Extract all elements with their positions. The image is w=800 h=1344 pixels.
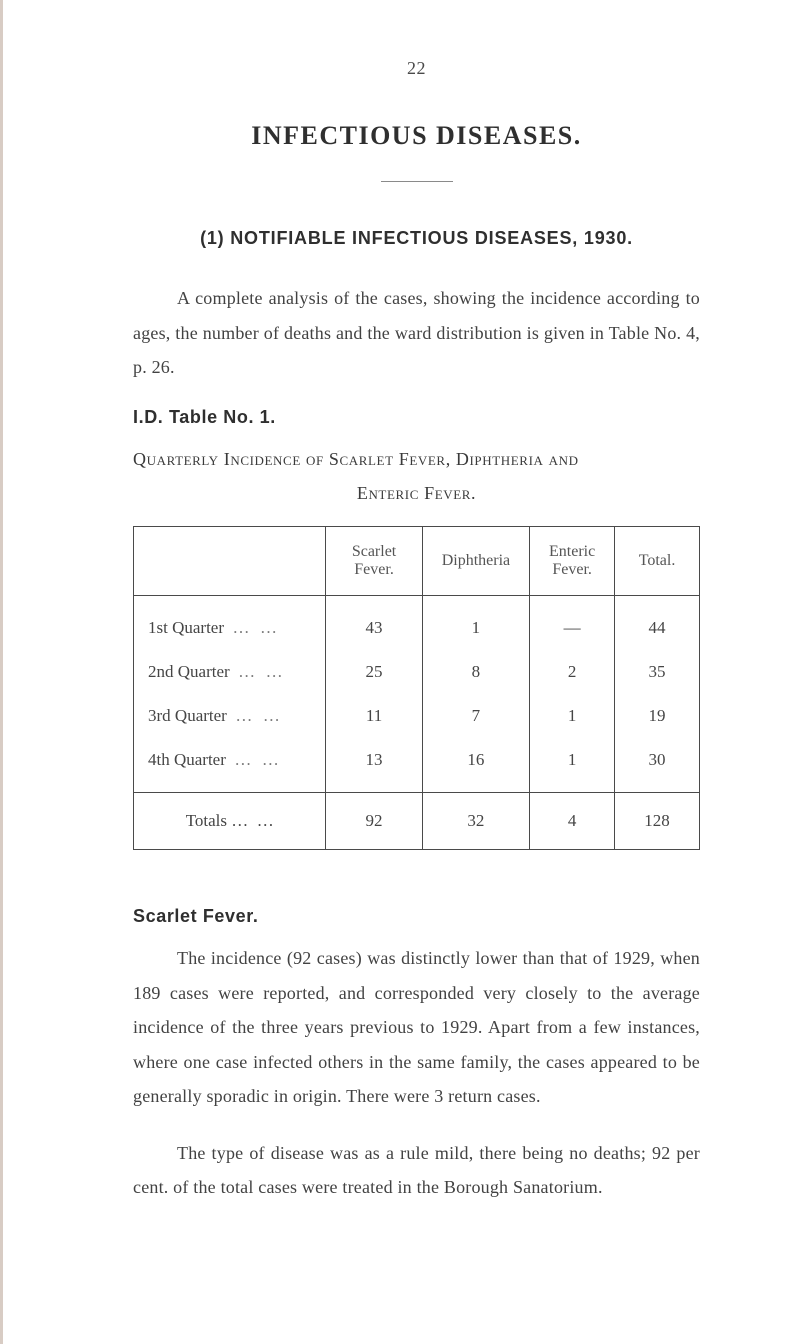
table-row: 1st Quarter … … 43 1 — 44 [134,596,700,651]
totals-cell: 92 [326,793,422,850]
row-label: 1st Quarter … … [134,596,326,651]
intro-paragraph: A complete analysis of the cases, showin… [133,281,700,385]
cell: 2 [530,650,615,694]
page-number: 22 [133,58,700,79]
row-label-text: 3rd Quarter [148,706,227,725]
row-label-text: 2nd Quarter [148,662,230,681]
table-caption-line1: Quarterly Incidence of Scarlet Fever, Di… [133,449,579,469]
table-header-diphtheria: Diphtheria [422,527,530,596]
table-number-label: I.D. Table No. 1. [133,407,700,428]
table-row: 2nd Quarter … … 25 8 2 35 [134,650,700,694]
cell: 13 [326,738,422,793]
totals-label: Totals … … [134,793,326,850]
table-totals-row: Totals … … 92 32 4 128 [134,793,700,850]
table-header-row: Scarlet Fever. Diphtheria Enteric Fever.… [134,527,700,596]
cell: 16 [422,738,530,793]
cell: 1 [530,694,615,738]
table-row: 3rd Quarter … … 11 7 1 19 [134,694,700,738]
scarlet-fever-para-1: The incidence (92 cases) was distinctly … [133,941,700,1114]
scarlet-fever-heading: Scarlet Fever. [133,906,700,927]
cell: 30 [615,738,700,793]
totals-cell: 4 [530,793,615,850]
totals-cell: 32 [422,793,530,850]
row-label-text: 1st Quarter [148,618,224,637]
cell: 43 [326,596,422,651]
intro-paragraph-text: A complete analysis of the cases, showin… [133,288,700,377]
row-label: 4th Quarter … … [134,738,326,793]
row-label: 2nd Quarter … … [134,650,326,694]
row-label-text: 4th Quarter [148,750,226,769]
page-title: INFECTIOUS DISEASES. [133,121,700,151]
table-header-scarlet: Scarlet Fever. [326,527,422,596]
incidence-table: Scarlet Fever. Diphtheria Enteric Fever.… [133,526,700,850]
scarlet-fever-para-2: The type of disease was as a rule mild, … [133,1136,700,1205]
table-caption-line2: Enteric Fever. [133,476,700,510]
table-row: 4th Quarter … … 13 16 1 30 [134,738,700,793]
table-header-enteric: Enteric Fever. [530,527,615,596]
sf-para2-text: The type of disease was as a rule mild, … [133,1143,700,1198]
document-page: 22 INFECTIOUS DISEASES. (1) NOTIFIABLE I… [0,0,800,1344]
cell: 11 [326,694,422,738]
sf-para1-text: The incidence (92 cases) was distinctly … [133,948,700,1106]
horizontal-rule [381,181,453,182]
totals-cell: 128 [615,793,700,850]
cell: 19 [615,694,700,738]
cell: 1 [530,738,615,793]
totals-label-text: Totals … [186,811,249,830]
row-label: 3rd Quarter … … [134,694,326,738]
cell: 8 [422,650,530,694]
table-caption: Quarterly Incidence of Scarlet Fever, Di… [133,442,700,510]
cell: — [530,596,615,651]
cell: 35 [615,650,700,694]
section-heading: (1) NOTIFIABLE INFECTIOUS DISEASES, 1930… [133,228,700,249]
table-header-blank [134,527,326,596]
cell: 7 [422,694,530,738]
cell: 25 [326,650,422,694]
cell: 44 [615,596,700,651]
table-header-total: Total. [615,527,700,596]
cell: 1 [422,596,530,651]
